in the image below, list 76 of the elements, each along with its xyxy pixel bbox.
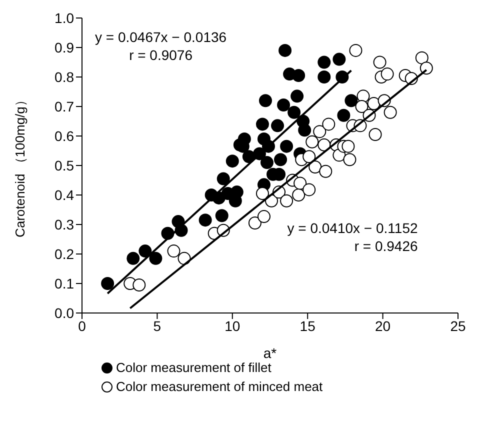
point — [256, 187, 269, 200]
point — [274, 153, 288, 166]
point — [256, 118, 269, 131]
point — [373, 56, 386, 69]
point — [230, 186, 244, 199]
point — [355, 100, 368, 113]
point — [198, 214, 212, 227]
point — [280, 194, 294, 208]
point — [278, 44, 292, 57]
y-tick-label: 0.5 — [54, 157, 74, 174]
point — [318, 138, 331, 152]
point — [216, 172, 230, 186]
point — [167, 244, 180, 258]
point — [313, 125, 326, 138]
y-tick-label: 0.4 — [54, 186, 74, 203]
legend-label: Color measurement of fillet — [116, 360, 272, 375]
point — [298, 124, 312, 137]
point — [344, 94, 358, 108]
y-tick-label: 0.9 — [54, 39, 74, 56]
point — [257, 210, 270, 224]
point — [258, 94, 272, 108]
point — [318, 70, 331, 84]
point — [149, 252, 162, 265]
annotation: y = 0.0467x − 0.0136 r = 0.9076 — [95, 28, 227, 64]
point — [356, 90, 370, 103]
y-tick-label: 0.2 — [54, 246, 74, 262]
y-tick-label: 0.7 — [54, 98, 74, 114]
y-tick-label: 0.1 — [54, 275, 74, 292]
point — [132, 278, 146, 292]
point — [319, 164, 332, 178]
point — [342, 140, 355, 153]
y-axis-title: Carotenoid （100mg/g） — [12, 94, 28, 238]
point — [288, 106, 301, 119]
point — [306, 135, 319, 148]
point — [101, 277, 114, 290]
x-tick-label: 0 — [78, 318, 86, 334]
x-tick-label: 20 — [375, 318, 391, 334]
point — [415, 51, 428, 64]
annotation: y = 0.0410x − 0.1152 r = 0.9426 — [287, 218, 418, 255]
point — [349, 44, 362, 57]
point — [420, 62, 433, 75]
y-tick-label: 0.0 — [54, 304, 74, 321]
x-tick-label: 15 — [300, 318, 316, 334]
point — [138, 244, 152, 258]
point — [302, 150, 316, 164]
x-tick-label: 10 — [224, 318, 240, 334]
point — [384, 106, 397, 119]
y-tick-label: 0.8 — [54, 68, 74, 85]
point — [368, 128, 382, 142]
point — [292, 188, 306, 202]
x-tick-label: 5 — [153, 318, 162, 334]
point — [226, 154, 239, 168]
point — [322, 118, 336, 131]
point — [294, 176, 307, 190]
point — [337, 108, 350, 122]
point — [248, 216, 262, 230]
point — [280, 140, 294, 153]
x-axis-title: a* — [263, 345, 278, 361]
point — [302, 183, 316, 196]
point — [380, 68, 394, 81]
point — [271, 119, 284, 132]
point — [215, 209, 228, 222]
point — [277, 98, 290, 112]
point — [292, 69, 306, 82]
y-tick-label: 0.6 — [54, 128, 74, 144]
point — [318, 56, 331, 69]
legend-label: Color measurement of minced meat — [116, 379, 323, 394]
point — [126, 252, 140, 265]
y-tick-label: 1.0 — [54, 10, 74, 26]
y-tick-label: 0.3 — [54, 216, 74, 232]
point — [260, 156, 274, 170]
point — [332, 52, 346, 66]
point — [367, 97, 380, 110]
x-tick-label: 25 — [450, 318, 466, 334]
point — [343, 153, 356, 166]
point — [290, 90, 304, 103]
